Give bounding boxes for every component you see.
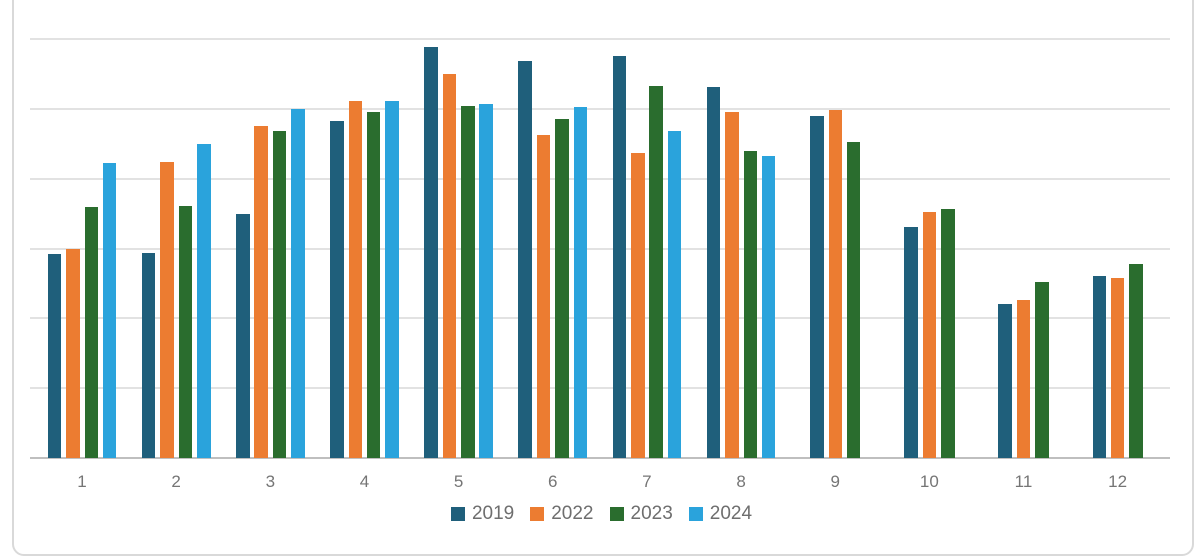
bar-2023-month-7	[649, 85, 663, 458]
bar-2023-month-5	[461, 106, 475, 458]
bar-2022-month-11	[1016, 299, 1031, 458]
bar-2022-month-2	[160, 161, 174, 458]
bar-2022-month-6	[536, 134, 551, 458]
bar-2024-month-3	[291, 108, 305, 458]
bar-2022-month-9	[828, 109, 842, 458]
bar-2023-month-6	[555, 119, 569, 458]
bar-2022-month-4	[348, 100, 362, 458]
x-tick-label: 1	[77, 472, 87, 491]
gridline	[30, 177, 1170, 180]
legend-swatch-2024	[688, 507, 703, 521]
bar-2022-month-12	[1110, 277, 1125, 458]
gridline	[30, 107, 1170, 110]
bar-2022-month-1	[66, 248, 80, 458]
bar-2023-month-2	[178, 205, 193, 458]
x-tick-label: 4	[359, 472, 370, 491]
legend-item-2022: 2022	[530, 503, 594, 525]
gridline	[30, 387, 1170, 390]
bar-2024-month-4	[385, 101, 399, 458]
bar-2023-month-10	[941, 208, 955, 458]
bar-2019-month-1	[47, 254, 62, 458]
bar-2019-month-10	[904, 226, 918, 458]
legend-swatch-2022	[530, 507, 545, 521]
bar-2019-month-6	[518, 61, 532, 458]
bar-2022-month-8	[725, 111, 739, 458]
x-axis: 1 2 3 4 5 6 7 8 9 10 11 12	[33, 472, 1170, 494]
bar-2023-month-8	[743, 150, 757, 458]
bar-2019-month-11	[998, 304, 1012, 458]
legend-item-2019: 2019	[450, 503, 515, 525]
bar-2024-month-8	[761, 155, 776, 458]
bar-2024-month-5	[479, 103, 493, 458]
x-tick-label: 12	[1108, 472, 1128, 491]
bar-2022-month-10	[922, 211, 937, 458]
bar-2019-month-2	[141, 252, 156, 458]
bar-2023-month-4	[366, 111, 381, 458]
bar-2024-month-1	[102, 162, 117, 458]
bar-2022-month-5	[442, 73, 457, 458]
legend-label: 2024	[709, 503, 753, 524]
legend-label: 2022	[551, 503, 594, 524]
gridline	[30, 317, 1170, 320]
x-tick-label: 10	[919, 472, 939, 491]
bar-2019-month-5	[424, 47, 438, 458]
bar-2019-month-4	[330, 120, 344, 458]
legend-swatch-2019	[450, 507, 465, 521]
bar-2024-month-7	[667, 130, 682, 458]
bar-2019-month-9	[810, 115, 824, 458]
gridline	[30, 247, 1170, 250]
bar-2019-month-7	[612, 55, 627, 458]
bar-2019-month-12	[1092, 275, 1106, 458]
bar-2022-month-7	[631, 152, 645, 458]
x-tick-label: 3	[265, 472, 276, 491]
bar-2023-month-12	[1129, 263, 1143, 458]
x-tick-label: 8	[736, 472, 746, 491]
bar-2024-month-6	[573, 106, 588, 458]
legend-label: 2019	[471, 503, 515, 524]
bar-2019-month-3	[236, 213, 250, 458]
plot-area	[30, 38, 1170, 459]
x-axis-line	[30, 457, 1170, 459]
bar-2023-month-9	[846, 142, 861, 458]
bar-2019-month-8	[706, 86, 721, 458]
bar-2023-month-3	[272, 130, 287, 458]
x-tick-label: 6	[548, 472, 558, 491]
legend-item-2024: 2024	[688, 503, 753, 525]
bar-2023-month-1	[84, 206, 98, 458]
legend-swatch-2023	[609, 507, 624, 521]
x-tick-label: 5	[453, 472, 464, 491]
x-tick-label: 7	[642, 472, 652, 491]
bar-2022-month-3	[254, 125, 268, 458]
x-tick-label: 9	[830, 472, 840, 491]
bar-2024-month-2	[197, 143, 211, 458]
legend-label: 2023	[630, 503, 673, 524]
bar-2023-month-11	[1035, 282, 1049, 458]
x-tick-label: 2	[171, 472, 181, 491]
legend: 2019 2022 2023 2024	[33, 503, 1170, 525]
legend-item-2023: 2023	[609, 503, 673, 525]
x-tick-label: 11	[1014, 472, 1033, 491]
gridline	[30, 38, 1170, 40]
